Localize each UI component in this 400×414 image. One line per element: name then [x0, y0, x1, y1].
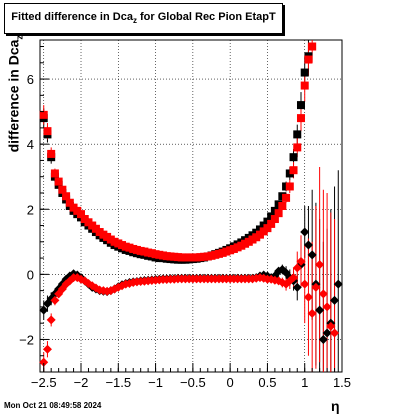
- data-point-square: [296, 114, 305, 123]
- plot-frame: [39, 39, 343, 373]
- data-point-diamond: [303, 240, 313, 250]
- grid-lines: [40, 40, 343, 372]
- data-markers: [39, 42, 343, 367]
- data-point-square: [289, 153, 298, 162]
- data-point-square: [43, 127, 52, 136]
- data-point-square: [285, 182, 294, 191]
- data-point-square: [278, 202, 287, 210]
- data-point-diamond: [315, 260, 325, 270]
- data-point-diamond: [318, 289, 328, 299]
- data-point-diamond: [292, 263, 302, 273]
- data-point-square: [293, 143, 302, 152]
- data-point-square: [289, 166, 298, 175]
- data-point-square: [274, 209, 283, 218]
- data-point-diamond: [42, 344, 52, 354]
- data-point-diamond: [326, 321, 336, 331]
- data-point-square: [77, 210, 86, 219]
- x-tick-label: −1: [148, 375, 163, 390]
- x-tick-label: −2.5: [31, 375, 57, 390]
- data-point-diamond: [46, 315, 56, 325]
- data-point-square: [282, 193, 291, 202]
- data-point-square: [50, 169, 59, 178]
- data-point-diamond: [39, 357, 49, 367]
- x-tick-label: −0.5: [180, 375, 206, 390]
- data-point-square: [62, 192, 71, 201]
- chart-title: Fitted difference in Dcaz for Global Rec…: [11, 11, 276, 26]
- error-bars: [43, 40, 339, 372]
- x-tick-label: 0.5: [258, 375, 276, 390]
- data-point-diamond: [330, 295, 340, 305]
- data-point-square: [300, 68, 309, 77]
- data-point-square: [58, 185, 67, 194]
- data-point-square: [39, 110, 48, 119]
- data-point-diamond: [300, 227, 310, 237]
- data-point-square: [54, 177, 63, 186]
- data-point-diamond: [322, 302, 332, 312]
- data-point-diamond: [39, 305, 49, 315]
- x-tick-label: 1.5: [333, 375, 351, 390]
- data-point-diamond: [333, 279, 343, 289]
- data-point-square: [304, 55, 313, 64]
- data-point-square: [293, 130, 302, 139]
- data-point-diamond: [296, 256, 306, 266]
- data-point-diamond: [318, 334, 328, 344]
- x-tick-label: 1: [301, 375, 308, 390]
- title-box: Fitted difference in Dcaz for Global Rec…: [4, 3, 283, 34]
- y-tick-label: 4: [27, 137, 34, 152]
- y-tick-label: −2: [19, 332, 34, 347]
- data-point-diamond: [307, 250, 317, 260]
- x-axis-label: η: [331, 398, 340, 414]
- x-tick-label: 0: [227, 375, 234, 390]
- data-point-square: [270, 215, 279, 224]
- x-tick-label: −2: [74, 375, 89, 390]
- data-point-diamond: [289, 273, 299, 283]
- data-point-square: [296, 101, 305, 110]
- timestamp: Mon Oct 21 08:49:58 2024: [4, 401, 102, 410]
- data-point-diamond: [307, 308, 317, 318]
- data-point-diamond: [50, 295, 60, 305]
- data-point-diamond: [303, 292, 313, 302]
- data-point-square: [47, 149, 56, 158]
- data-point-square: [263, 224, 272, 233]
- data-point-diamond: [292, 282, 302, 292]
- x-tick-label: −1.5: [105, 375, 131, 390]
- data-point-square: [267, 219, 276, 228]
- axis-ticks: −2.5 −2 −1.5 −1 −0.5 0 0.5 1 1.5 −2 0 2 4 6: [19, 46, 351, 390]
- y-tick-label: 0: [27, 267, 34, 282]
- y-tick-label: 6: [27, 72, 34, 87]
- data-point-diamond: [300, 279, 310, 289]
- data-point-diamond: [311, 282, 321, 292]
- data-point-square: [308, 42, 317, 51]
- data-point-diamond: [330, 328, 340, 338]
- y-tick-label: 2: [27, 202, 34, 217]
- data-point-diamond: [322, 328, 332, 338]
- data-point-square: [65, 198, 74, 207]
- y-axis-label: difference in Dcaz: [5, 35, 25, 153]
- data-point-square: [300, 81, 309, 90]
- data-point-diamond: [315, 305, 325, 315]
